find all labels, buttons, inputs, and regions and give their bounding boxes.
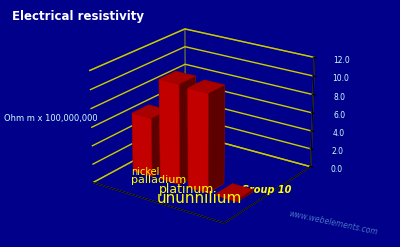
Text: Electrical resistivity: Electrical resistivity	[12, 10, 144, 23]
Text: Ohm m x 100,000,000: Ohm m x 100,000,000	[4, 114, 98, 123]
Text: www.webelements.com: www.webelements.com	[288, 209, 379, 237]
